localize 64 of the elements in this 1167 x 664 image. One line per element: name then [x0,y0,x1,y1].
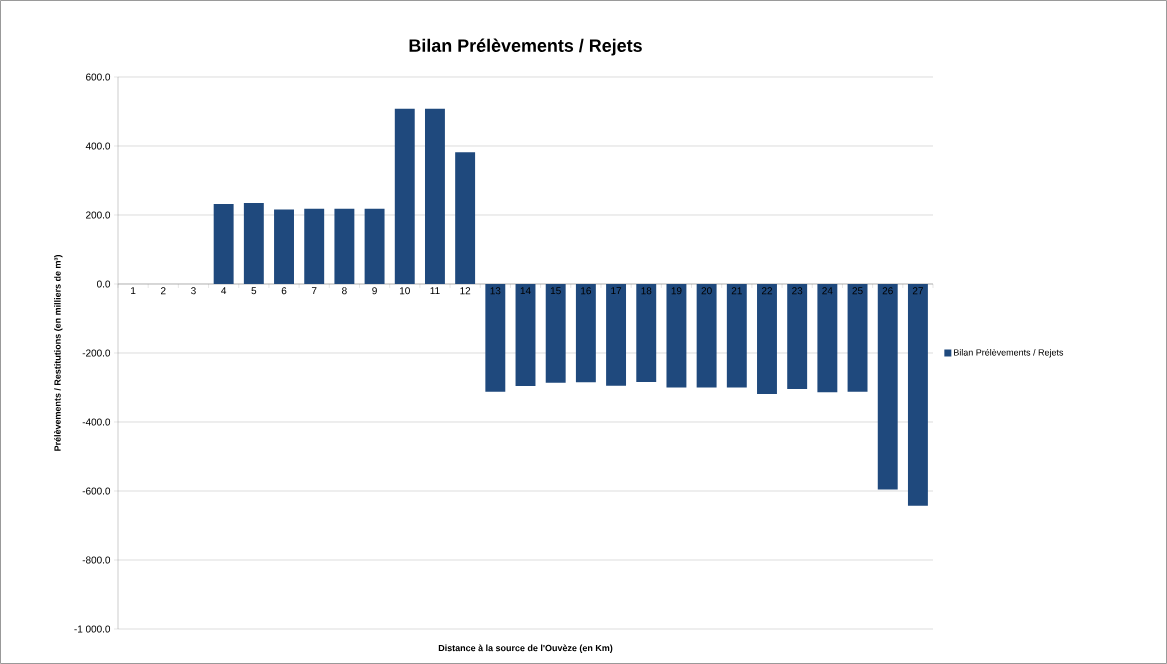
x-tick-label: 13 [490,287,501,295]
y-tick-label: 600.0 [86,73,111,81]
y-tick-label: 200.0 [86,211,111,219]
bar [515,284,536,387]
bar [907,284,928,506]
x-tick-label: 22 [761,287,773,295]
x-tick-label: 6 [281,287,287,295]
y-tick-label: -400.0 [82,418,111,426]
x-axis-title: Distance à la source de l'Ouvèze (en Km) [438,644,613,653]
x-tick-label: 23 [792,287,803,295]
x-tick-label: 27 [912,287,923,295]
x-tick-label: 7 [311,287,317,295]
bar [304,208,325,284]
x-tick-label: 26 [882,287,893,295]
bar [847,284,868,392]
x-tick-label: 4 [221,287,227,295]
bar [334,208,355,284]
x-tick-label: 5 [251,287,257,295]
x-tick-label: 14 [520,287,531,295]
y-tick-label: -800.0 [82,556,111,564]
bar [696,284,717,388]
x-tick-label: 21 [731,287,742,295]
x-tick-label: 9 [372,287,377,295]
bar [274,209,294,284]
x-tick-label: 11 [430,287,440,295]
bar [726,284,747,388]
bar [757,284,777,395]
y-tick-label: -200.0 [82,349,111,357]
bar [424,108,445,284]
y-tick-label: 0.0 [97,280,111,288]
x-tick-label: 1 [131,287,136,295]
x-tick-label: 20 [701,287,712,295]
bar [575,284,596,383]
bar [606,284,627,386]
bar [877,284,898,490]
bar [213,203,234,284]
x-tick-label: 25 [852,287,863,295]
bar [636,284,657,382]
x-tick-label: 17 [611,287,622,295]
y-axis-title: Prélèvements / Restitutions (en milliers de m³) [54,255,63,451]
bar [545,284,566,383]
y-tick-label: -1 000.0 [74,625,111,633]
bar [666,284,687,388]
x-tick-label: 24 [822,287,833,295]
x-tick-label: 12 [460,287,471,295]
x-tick-label: 2 [161,287,166,295]
x-tick-label: 15 [550,287,561,295]
bar [243,202,264,284]
x-tick-label: 18 [641,287,652,295]
bar [817,284,838,393]
bar [455,152,476,284]
legend-label: Bilan Prélèvements / Rejets [954,348,1064,358]
x-tick-label: 10 [399,287,410,295]
bar [787,284,808,389]
bar [485,284,506,392]
y-tick-label: -600.0 [82,487,111,495]
x-tick-label: 3 [191,287,196,295]
x-tick-label: 16 [581,287,591,295]
chart-title: Bilan Prélèvements / Rejets [409,38,642,56]
bar [394,108,415,284]
x-tick-label: 8 [342,287,347,295]
x-tick-label: 19 [671,287,682,295]
bar [364,208,385,284]
y-tick-label: 400.0 [85,142,111,150]
